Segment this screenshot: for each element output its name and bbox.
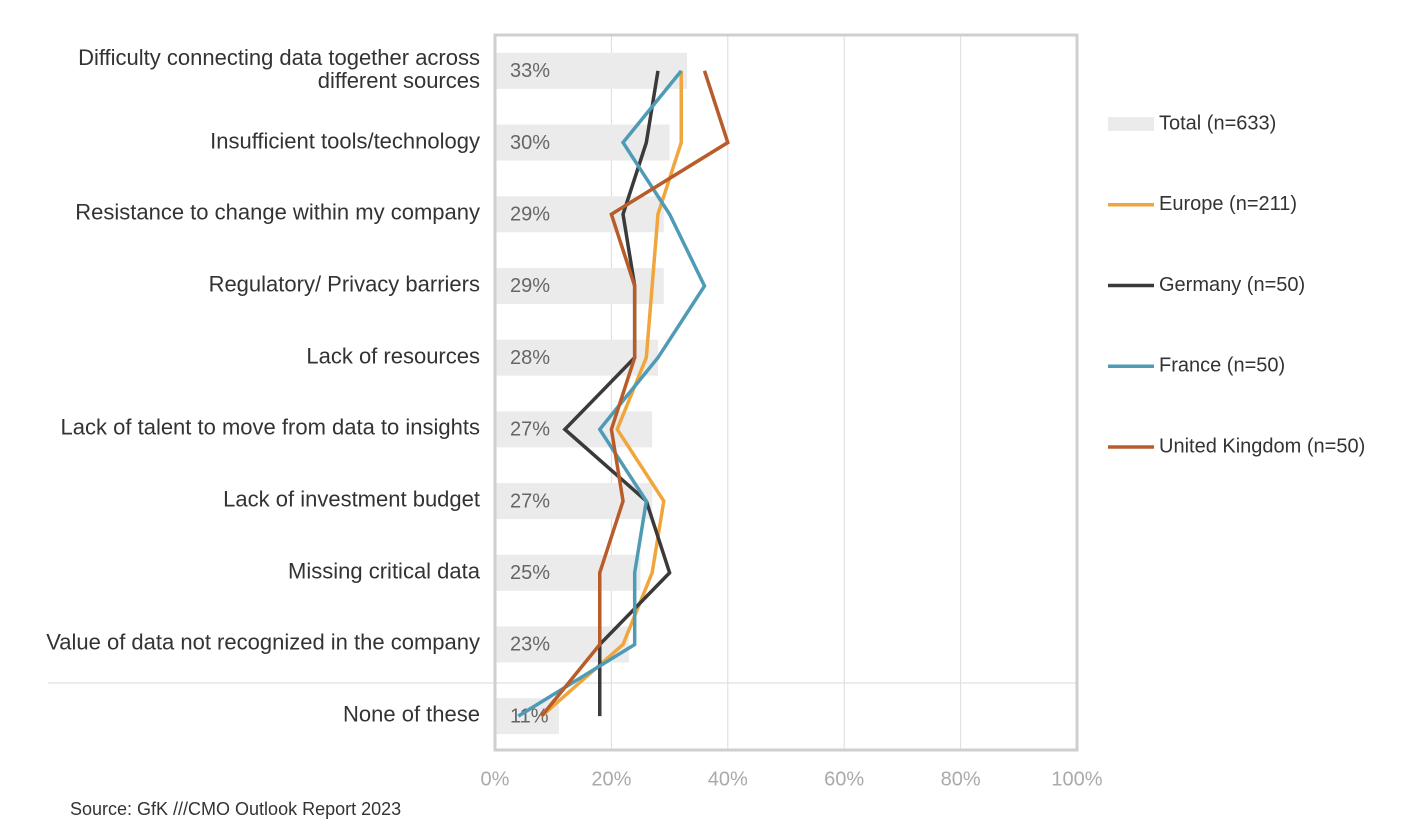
- category-label: None of these: [343, 701, 480, 727]
- x-tick-label: 0%: [481, 768, 510, 790]
- category-label: Lack of investment budget: [223, 486, 480, 512]
- bar: [495, 483, 653, 520]
- value-label: 28%: [510, 347, 550, 369]
- bar: [495, 626, 629, 663]
- value-label: 11%: [510, 705, 549, 727]
- line: [562, 70, 672, 717]
- x-tick-label: 80%: [941, 768, 981, 790]
- x-tick-label: 100%: [1051, 768, 1102, 790]
- line: [540, 70, 730, 718]
- category-label: Resistance to change within my company: [75, 199, 480, 225]
- legend-label: Europe (n=211): [1159, 193, 1297, 215]
- bar: [495, 554, 641, 591]
- bar: [495, 698, 560, 735]
- category-label: Missing critical data: [288, 558, 480, 584]
- value-label: 33%: [510, 60, 550, 82]
- category-label: Regulatory/ Privacy barriers: [208, 271, 480, 297]
- value-label: 27%: [510, 419, 550, 441]
- value-label: 25%: [510, 562, 550, 584]
- value-label: 27%: [510, 490, 550, 512]
- category-label: Value of data not recognized in the comp…: [46, 629, 480, 655]
- value-label: 30%: [510, 132, 550, 154]
- category-label: Lack of resources: [306, 343, 480, 369]
- legend-label: France (n=50): [1159, 355, 1285, 377]
- value-label: 29%: [510, 275, 550, 297]
- category-label: Insufficient tools/technology: [210, 128, 480, 154]
- x-tick-label: 40%: [708, 768, 748, 790]
- category-label: Difficulty connecting data together acro…: [78, 44, 480, 93]
- legend-swatch: [1108, 117, 1154, 131]
- source: Source: GfK ///CMO Outlook Report 2023: [70, 799, 401, 819]
- legend-label: United Kingdom (n=50): [1159, 435, 1365, 457]
- plot-border: [493, 33, 1079, 752]
- category-label: Lack of talent to move from data to insi…: [60, 414, 480, 440]
- x-tick-label: 20%: [591, 768, 631, 790]
- legend-label: Germany (n=50): [1159, 274, 1305, 296]
- legend-label: Total (n=633): [1159, 112, 1276, 134]
- bar: [495, 196, 664, 233]
- bar: [495, 124, 670, 161]
- value-label: 23%: [510, 634, 550, 656]
- line: [517, 69, 707, 718]
- value-label: 29%: [510, 204, 550, 226]
- x-tick-label: 60%: [824, 768, 864, 790]
